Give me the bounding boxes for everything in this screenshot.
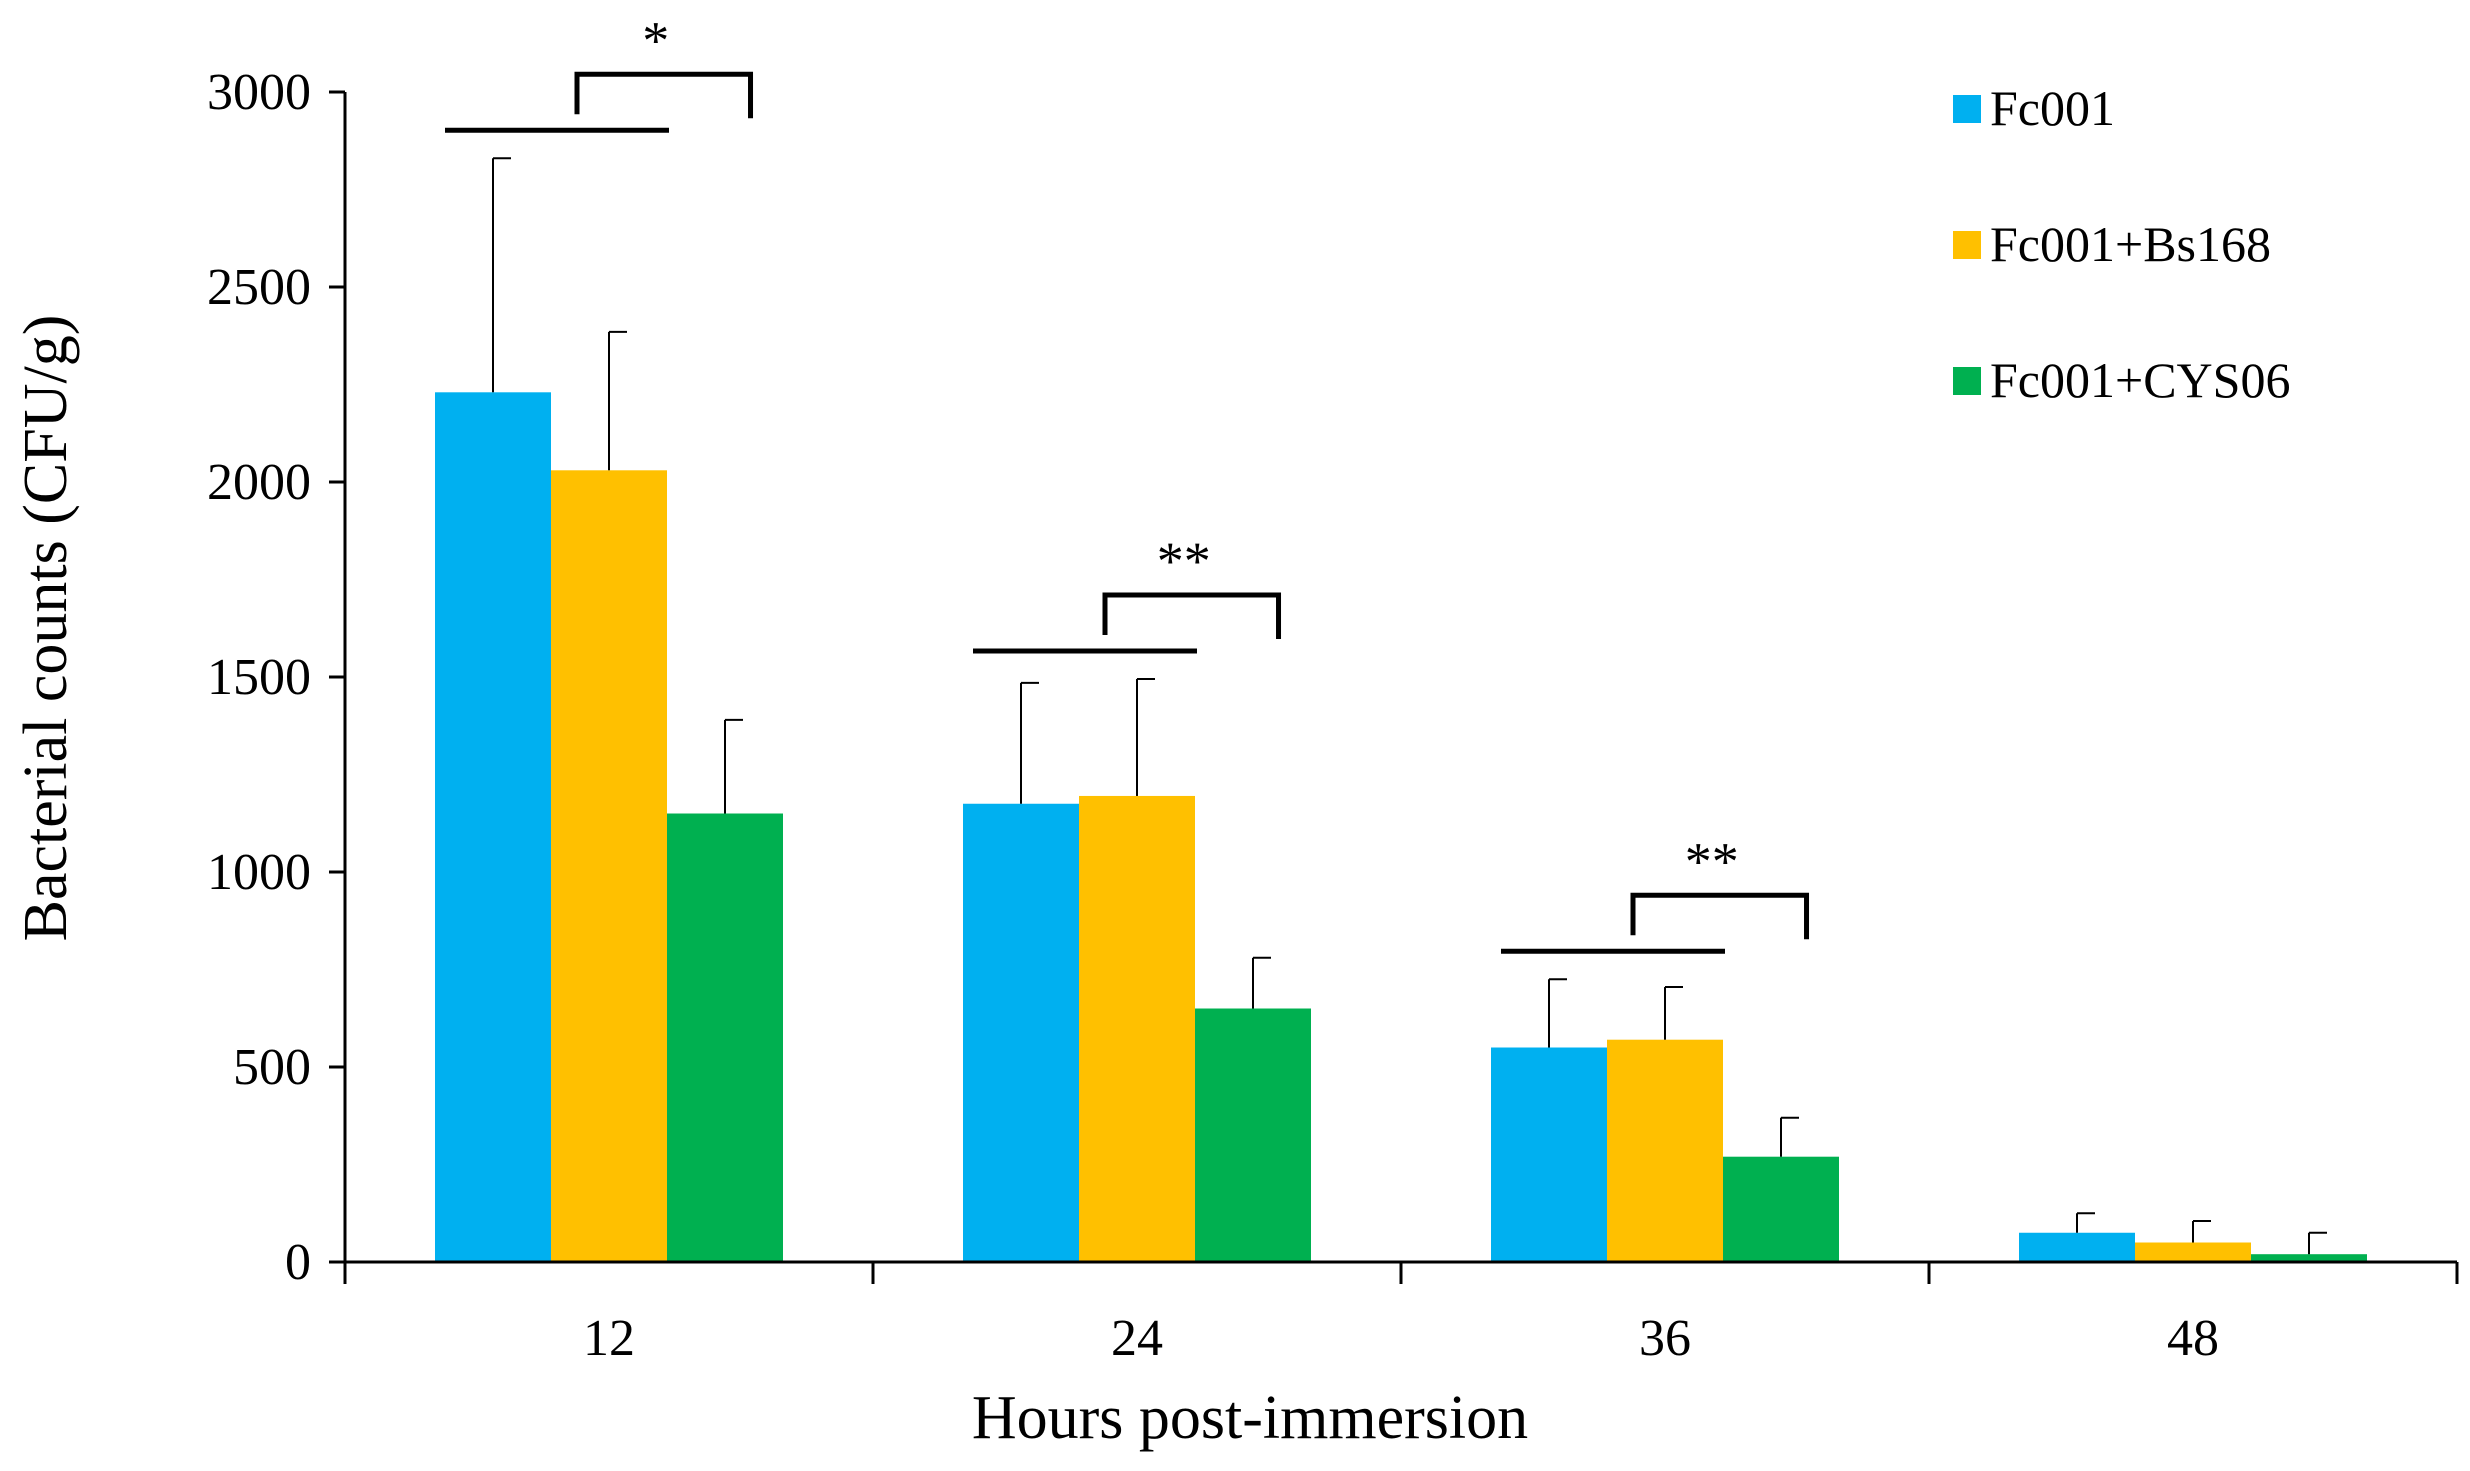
significance-bracket — [1102, 592, 1282, 639]
x-tick-label: 24 — [1111, 1310, 1163, 1367]
bar-fc001-cys06-12 — [667, 813, 783, 1262]
legend-swatch — [1953, 231, 1981, 259]
bar-fc001-bs168-24 — [1079, 795, 1195, 1262]
y-tick-label: 3000 — [207, 64, 311, 121]
bar-fc001-12 — [435, 392, 551, 1262]
bar-fc001-cys06-36 — [1723, 1156, 1839, 1262]
x-tick-label: 36 — [1639, 1310, 1691, 1367]
y-tick-label: 500 — [233, 1039, 311, 1096]
x-tick-label: 12 — [583, 1310, 635, 1367]
bar-fc001-36 — [1491, 1047, 1607, 1262]
y-tick-label: 2500 — [207, 259, 311, 316]
significance-bracket — [574, 71, 754, 119]
bar-fc001-bs168-48 — [2135, 1242, 2251, 1262]
legend-label: Fc001 — [1990, 80, 2115, 136]
significance-layer: ***** — [445, 10, 1810, 954]
legend-swatch — [1953, 367, 1981, 395]
legend-swatch — [1953, 95, 1981, 123]
axes-layer — [329, 90, 2459, 1284]
y-tick-label: 2000 — [207, 454, 311, 511]
significance-label: * — [642, 10, 669, 70]
y-tick-label: 0 — [285, 1234, 311, 1291]
bar-fc001-24 — [963, 803, 1079, 1262]
bar-fc001-cys06-48 — [2251, 1254, 2367, 1262]
y-tick-label: 1500 — [207, 649, 311, 706]
bars-layer — [435, 392, 2367, 1262]
error-bars-layer — [492, 157, 2327, 1255]
bar-fc001-bs168-12 — [551, 470, 667, 1262]
legend-label: Fc001+Bs168 — [1990, 216, 2271, 272]
bar-fc001-bs168-36 — [1607, 1039, 1723, 1262]
y-axis-title: Bacterial counts (CFU/g) — [12, 315, 80, 942]
bar-fc001-48 — [2019, 1232, 2135, 1262]
tick-labels-layer: 0 500 1000 1500 2000 2500 3000 12 24 36 48 — [207, 64, 2219, 1367]
legend-label: Fc001+CYS06 — [1990, 352, 2290, 408]
x-axis-title: Hours post-immersion — [972, 1384, 1528, 1452]
significance-label: ** — [1685, 831, 1739, 891]
significance-bracket — [1630, 892, 1810, 940]
significance-label: ** — [1157, 531, 1211, 591]
x-tick-label: 48 — [2167, 1310, 2219, 1367]
y-tick-label: 1000 — [207, 844, 311, 901]
legend: Fc001 Fc001+Bs168 Fc001+CYS06 — [1953, 80, 2290, 408]
bar-fc001-cys06-24 — [1195, 1008, 1311, 1262]
